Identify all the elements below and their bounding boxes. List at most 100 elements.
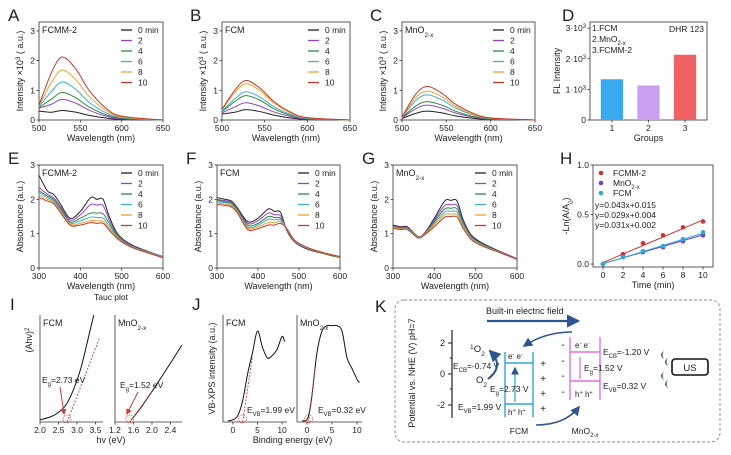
series-line-10: [401, 85, 536, 121]
legend-label: 4: [510, 46, 515, 56]
data-point: [700, 219, 706, 224]
x-tick-label: 10: [698, 270, 708, 280]
annotation: EVB=0.32 eV: [318, 405, 366, 418]
o2-activation-arrow: [487, 349, 502, 380]
ultrasound-wave-icon: [665, 358, 668, 366]
y-tick-label: 3: [30, 160, 35, 170]
intercept-marker: [62, 414, 72, 424]
x-tick-label: 500: [32, 123, 46, 133]
ultrasound-wave-icon: [661, 351, 664, 359]
legend-label: 0 min: [315, 168, 336, 178]
series-line-4: [38, 91, 164, 121]
intercept-marker: [125, 414, 135, 424]
legend-marker: [598, 190, 604, 196]
x-tick-label: 4: [641, 270, 646, 280]
x-axis-label: Groups: [634, 133, 664, 143]
y-axis-label: -Ln(A/A0): [561, 197, 575, 234]
y-axis-label: Intensity ×103 ( a.u.): [15, 31, 26, 112]
positive-charge: +: [540, 389, 546, 400]
singlet-oxygen-label: 1O2: [470, 344, 485, 358]
x-tick-label: 300: [386, 271, 400, 281]
tangent-line: [66, 338, 100, 423]
x-tick-label: 650: [343, 123, 357, 133]
x-tick-label: 2.4: [165, 425, 177, 435]
ultrasound-wave-icon: [665, 380, 668, 388]
x-tick-label: 8: [681, 270, 686, 280]
y-tick-label: 2: [30, 194, 35, 204]
legend-label: 8: [138, 67, 143, 77]
legend-label: 8: [315, 210, 320, 220]
annotation: Eg=2.73 eV: [42, 375, 86, 388]
legend-label: 0 min: [325, 25, 346, 35]
legend-label: 8: [510, 67, 515, 77]
electron-transfer-arrow: [522, 331, 573, 347]
series-line-6: [392, 210, 518, 260]
x-tick-label: 0: [305, 425, 310, 435]
y-tick-label: 2: [208, 194, 213, 204]
sample-tag: MnO2-x: [396, 168, 425, 182]
y-axis-label: Absorbance (a.u.): [15, 181, 25, 253]
fit-equation: y=0.029x+0.004: [595, 210, 656, 220]
fcm-eg: Eg=2.73 V: [490, 384, 529, 397]
x-tick-label: 400: [427, 271, 441, 281]
field-label: Built-in electric field: [486, 306, 564, 316]
negative-charge: -: [561, 356, 564, 367]
y-tick-label: 0: [440, 369, 445, 379]
positive-charge: +: [540, 404, 546, 415]
series-line-2: [38, 186, 164, 258]
fcm-electrons: e- e-: [508, 352, 523, 361]
x-tick-label: 600: [115, 123, 129, 133]
sample-tag: FCM: [225, 25, 245, 35]
axes-frame: [38, 21, 164, 121]
x-tick-label: 500: [115, 271, 129, 281]
x-tick-label: 3.0: [71, 425, 83, 435]
y-tick-label: 3: [393, 26, 398, 36]
mno-evb: EVB=0.32 V: [603, 381, 646, 394]
legend-label: 0 min: [138, 25, 159, 35]
x-axis-label: Wavelength (nm): [434, 133, 502, 143]
x-tick-label: 550: [258, 123, 272, 133]
y-axis-label: Absorbance (a.u.): [369, 181, 379, 253]
legend-label: 2: [492, 179, 497, 189]
mno-eg: Eg=1.52 V: [584, 363, 623, 376]
x-tick-label: 650: [156, 123, 170, 133]
x-tick-label: 400: [251, 271, 265, 281]
y-tick-label: 3: [384, 160, 389, 170]
panel-letter: K: [375, 297, 387, 316]
legend-label: 10: [315, 221, 325, 231]
data-point: [600, 261, 606, 267]
y-tick-label: 0.5: [577, 210, 589, 220]
ultrasound-box: [671, 358, 709, 376]
fcm-ecb: ECB=-0.74 V: [453, 361, 500, 374]
y-axis-label: FL Intensity: [552, 47, 562, 94]
series-line-10: [221, 80, 351, 121]
legend-label: MnO2-x: [613, 178, 640, 191]
x-axis-label: Wavelength (nm): [67, 281, 135, 291]
y-tick-label: 2: [393, 56, 398, 66]
y-tick-label: 0: [30, 263, 35, 273]
series-line-10: [216, 203, 341, 258]
legend-label: 4: [138, 189, 143, 199]
axes-frame: [401, 21, 536, 121]
data-point: [640, 248, 646, 254]
legend-label: 10: [492, 221, 502, 231]
legend-label: 0 min: [510, 25, 531, 35]
x-axis-label: Time (min): [632, 280, 675, 290]
x-tick-label: 3.5: [90, 425, 102, 435]
x-tick-label: 3: [683, 123, 688, 133]
data-point: [680, 225, 686, 230]
positive-charge: +: [540, 359, 546, 370]
x-tick-label: 500: [395, 123, 409, 133]
y-tick-label: 3: [30, 26, 35, 36]
x-tick-label: 550: [73, 123, 87, 133]
series-line: [39, 314, 95, 421]
x-tick-label: 600: [300, 123, 314, 133]
y-tick-label: 1·103: [566, 84, 587, 94]
legend-label: 4: [315, 189, 320, 199]
negative-charge: -: [561, 387, 564, 398]
data-point: [660, 243, 666, 249]
series-line-0-min: [38, 109, 164, 121]
legend-label: 2: [510, 36, 515, 46]
fit-line: [602, 219, 704, 264]
